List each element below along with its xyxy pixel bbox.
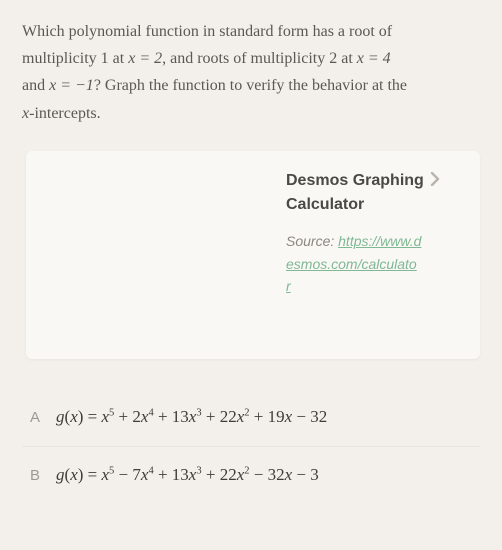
- source-label: Source:: [286, 233, 338, 249]
- q-line3b: ? Graph the function to verify the behav…: [94, 77, 407, 94]
- choice-equation: g(x) = x5 − 7x4 + 13x3 + 22x2 − 32x − 3: [56, 461, 319, 490]
- choice-equation: g(x) = x5 + 2x4 + 13x3 + 22x2 + 19x − 32: [56, 403, 327, 432]
- q-line3a: and: [22, 77, 49, 94]
- card-title-b: Calculator: [286, 196, 364, 213]
- card-title-row[interactable]: Desmos Graphing Calculator: [286, 169, 460, 216]
- q-line2b: , and roots of multiplicity 2 at: [162, 50, 357, 67]
- card-source: Source: https://www.desmos.com/calculato…: [286, 230, 460, 297]
- question-text: Which polynomial function in standard fo…: [22, 18, 480, 127]
- choice-a[interactable]: A g(x) = x5 + 2x4 + 13x3 + 22x2 + 19x − …: [22, 389, 480, 447]
- q-xeqm1: x = −1: [49, 77, 94, 94]
- chevron-right-icon: [430, 170, 441, 193]
- q-line2a: multiplicity 1 at: [22, 50, 128, 67]
- answer-choices: A g(x) = x5 + 2x4 + 13x3 + 22x2 + 19x − …: [22, 389, 480, 496]
- q-line4a: -intercepts.: [29, 105, 101, 122]
- q-line1: Which polynomial function in standard fo…: [22, 23, 392, 40]
- q-xeq4: x = 4: [357, 50, 391, 67]
- q-xeq2: x = 2: [128, 50, 162, 67]
- choice-b[interactable]: B g(x) = x5 − 7x4 + 13x3 + 22x2 − 32x − …: [22, 447, 480, 496]
- choice-letter: A: [30, 405, 40, 431]
- resource-card: Desmos Graphing Calculator Source: https…: [26, 151, 480, 359]
- card-title-a: Desmos Graphing: [286, 172, 424, 189]
- choice-letter: B: [30, 463, 40, 489]
